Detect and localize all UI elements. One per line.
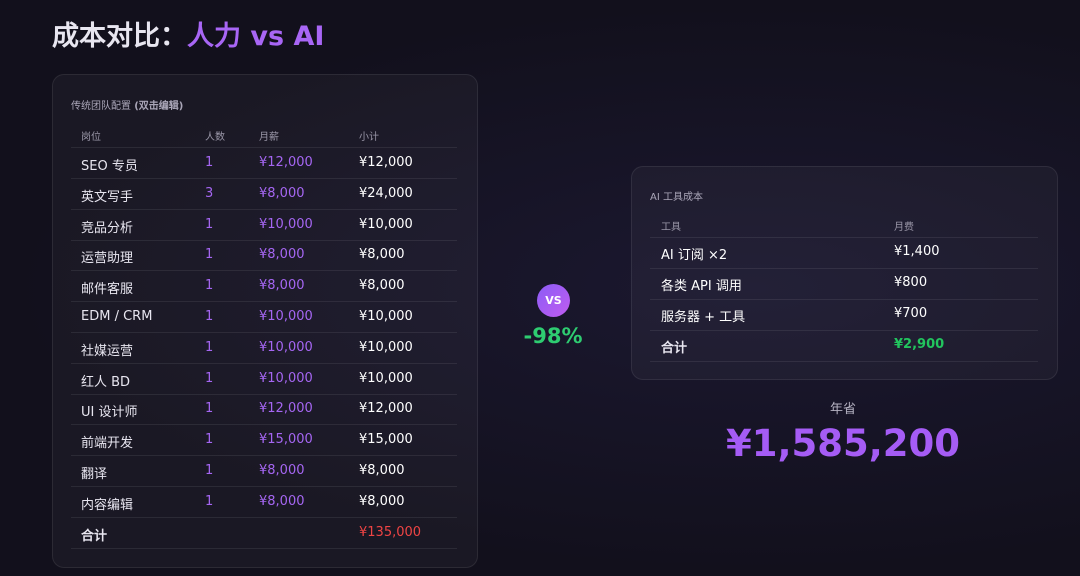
table-cell: ¥10,000 [259,309,313,324]
table-cell: ¥8,000 [259,493,305,509]
table-cell: ¥8,000 [359,463,405,478]
table-cell: ¥15,000 [359,432,413,448]
table-cell: 竞品分析 [81,220,134,236]
row-divider [71,178,457,179]
row-divider [650,330,1038,331]
table-cell: ¥24,000 [359,185,413,201]
table-cell: ¥10,000 [359,216,413,232]
table-cell: 1 [205,247,214,263]
row-divider [71,362,457,364]
savings-value: ¥1,585,200 [725,422,961,465]
table-cell: 红人 BD [81,374,131,390]
column-header: 月薪 [259,132,279,143]
row-divider [71,516,457,518]
table-cell: ¥10,000 [359,339,413,355]
table-cell: ¥8,000 [359,493,405,509]
table-cell: AI 订阅 ×2 [661,248,728,263]
column-header: 小计 [359,132,379,143]
table-cell: 1 [205,339,214,355]
vs-badge: VS [537,284,570,317]
table-cell: ¥8,000 [359,247,405,263]
table-cell: SEO 专员 [81,159,138,174]
table-cell: ¥12,000 [259,155,313,170]
table-cell: 1 [205,155,214,170]
row-divider [71,547,457,549]
team-heading: 传统团队配置 (双击编辑) [71,97,183,112]
table-cell: ¥8,000 [259,185,305,201]
row-divider [71,301,457,303]
table-cell: EDM / CRM [81,309,153,324]
row-divider [650,361,1038,362]
team-panel[interactable]: 传统团队配置 (双击编辑) 岗位 人数 月薪 小计 SEO 专员 1 ¥12,000 ¥12,… [52,74,478,568]
table-cell: ¥1,400 [894,244,940,259]
table-cell: ¥8,000 [359,278,405,294]
total-value: ¥2,900 [894,337,945,352]
row-divider [71,270,457,272]
table-cell: ¥10,000 [259,370,313,386]
table-cell: 翻译 [81,467,108,482]
table-cell: ¥12,000 [359,155,413,170]
table-cell: ¥8,000 [259,278,305,294]
row-divider [71,208,457,210]
ai-heading: AI 工具成本 [650,192,703,203]
table-cell: ¥10,000 [259,339,313,355]
column-header: 工具 [661,222,681,233]
table-cell: 运营助理 [81,251,134,267]
table-cell: 服务器 + 工具 [661,310,746,325]
table-cell: 1 [205,278,214,294]
table-cell: 3 [205,185,214,201]
table-cell: ¥12,000 [359,401,413,417]
table-cell: 1 [205,401,214,417]
row-divider [71,147,457,148]
table-cell: 社媒运营 [81,343,134,359]
row-divider [71,455,457,457]
ai-panel: AI 工具成本 工具 月费 AI 订阅 ×2 ¥1,400 各类 API 调用 ¥800 服… [631,166,1058,380]
title-highlight: 人力 vs AI [187,21,325,52]
table-cell: 英文写手 [81,189,134,205]
table-cell: UI 设计师 [81,405,138,421]
team-hint: (双击编辑) [134,101,184,112]
table-cell: ¥15,000 [259,432,313,448]
team-title: 传统团队配置 [71,101,131,112]
row-divider [71,424,457,426]
row-divider [650,268,1038,269]
table-cell: 各类 API 调用 [661,279,742,294]
total-value: ¥135,000 [359,524,422,540]
row-divider [650,299,1038,300]
table-cell: 1 [205,432,214,448]
table-cell: 1 [205,370,214,386]
table-cell: ¥700 [894,306,928,321]
table-cell: 邮件客服 [81,282,134,298]
page-title: 成本对比：人力 vs AI [52,14,324,53]
table-cell: 内容编辑 [81,497,134,513]
table-cell: ¥8,000 [259,247,305,263]
table-cell: ¥10,000 [359,370,413,386]
row-divider [71,486,457,487]
table-cell: ¥8,000 [259,463,305,478]
table-cell: 1 [205,493,214,509]
table-cell: 1 [205,309,214,324]
table-cell: ¥800 [894,275,928,290]
savings-label: 年省 [829,402,856,417]
column-header: 岗位 [81,132,101,143]
title-prefix: 成本对比： [52,21,187,52]
total-label: 合计 [661,341,688,356]
row-divider [71,239,457,241]
column-header: 人数 [205,132,225,143]
table-cell: ¥12,000 [259,401,313,417]
table-cell: 1 [205,216,214,232]
table-cell: ¥10,000 [359,309,413,324]
total-label: 合计 [81,528,108,544]
row-divider [71,393,457,395]
table-cell: 1 [205,463,214,478]
column-header: 月费 [894,222,914,233]
row-divider [71,332,457,333]
row-divider [650,237,1038,238]
table-cell: ¥10,000 [259,216,313,232]
table-cell: 前端开发 [81,436,134,452]
change-percent: -98% [523,324,583,348]
